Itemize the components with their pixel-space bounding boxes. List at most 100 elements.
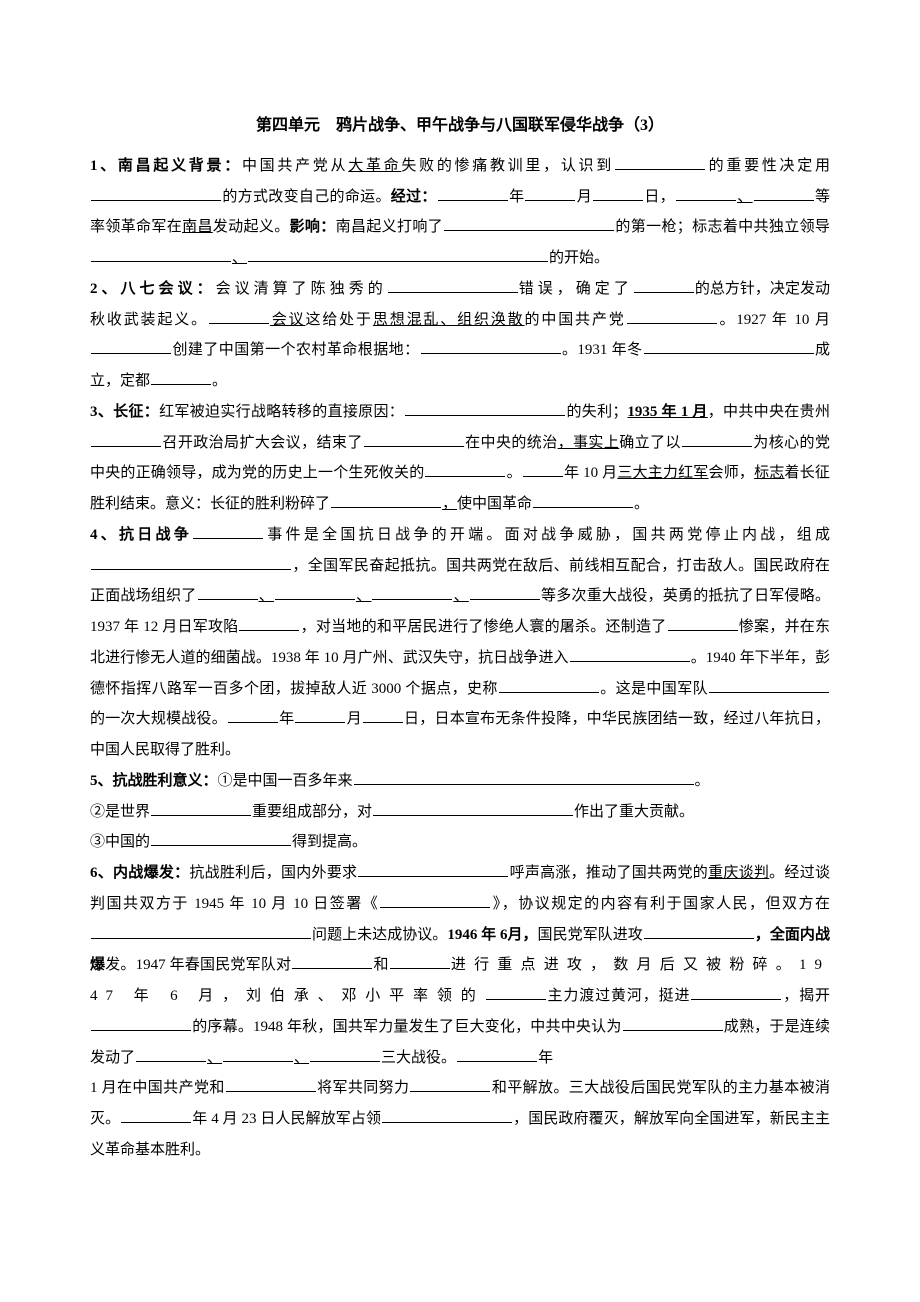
p6-t15: 1 月在中国共产党和 <box>90 1080 225 1096</box>
p3-t3: ，中共中央在贵州 <box>708 404 830 420</box>
p6-t1: 抗战胜利后，国内外要求 <box>189 865 357 881</box>
p3-t13: 。 <box>634 496 649 512</box>
blank <box>709 677 829 693</box>
p4-y: 年 <box>279 711 294 727</box>
p5-t5: 作出了重大贡献。 <box>574 804 694 820</box>
blank <box>523 461 563 477</box>
blank <box>193 523 263 539</box>
p2-u1: 会议 <box>270 312 306 328</box>
blank <box>223 1046 293 1062</box>
blank <box>754 185 814 201</box>
blank <box>358 861 508 877</box>
p1-t1: 中国共产党从 <box>242 158 348 174</box>
blank <box>644 923 754 939</box>
blank <box>354 769 694 785</box>
blank <box>457 1046 537 1062</box>
p4-t4: ，对当地的和平居民进行了惨绝人寰的屠杀。还制造了 <box>300 619 666 635</box>
blank <box>691 984 781 1000</box>
p2-t2: 错误，确定了 <box>519 281 633 297</box>
p4-d3: 、 <box>453 588 468 604</box>
p5-t2: 。 <box>695 773 710 789</box>
blank <box>525 185 575 201</box>
p4-t1: 事件是全国抗日战争的开端。面对战争威胁，国共两党停止内战，组成 <box>264 527 830 543</box>
p3-u2: ，事实上 <box>558 435 620 451</box>
blank <box>533 492 633 508</box>
blank <box>615 154 705 170</box>
blank <box>91 185 221 201</box>
blank <box>151 800 251 816</box>
p5-t4: 重要组成部分，对 <box>252 804 372 820</box>
p2-t1: 会议清算了陈独秀的 <box>216 281 387 297</box>
blank <box>239 615 299 631</box>
p4-d1: 、 <box>259 588 274 604</box>
blank <box>382 1107 512 1123</box>
section-4: 4、抗日战争事件是全国抗日战争的开端。面对战争威胁，国共两党停止内战，组成，全国… <box>90 520 830 766</box>
p2-t5: 的中国共产党 <box>525 312 626 328</box>
blank <box>425 461 505 477</box>
blank <box>373 800 573 816</box>
p2-t4: 这给处于 <box>305 312 372 328</box>
p3-t6: 确立了以 <box>619 435 681 451</box>
blank <box>410 1076 490 1092</box>
p1-dot2: 、 <box>232 250 247 266</box>
p6-b1: 1946 年 6月， <box>447 927 537 943</box>
p5-lead: 5、抗战胜利意义： <box>90 773 218 789</box>
p2-t7: 创建了中国第一个农村革命根据地： <box>172 342 420 358</box>
p1-d: 日， <box>644 189 675 205</box>
p6-d1: 、 <box>207 1050 222 1066</box>
p6-t13: 三大战役。 <box>381 1050 456 1066</box>
p4-d2: 、 <box>356 588 371 604</box>
blank <box>405 400 565 416</box>
blank <box>209 308 269 324</box>
p6-t5: 问题上未达成协议。 <box>312 927 447 943</box>
p3-u5: ， <box>442 496 457 512</box>
p3-u3: 三大主力红军 <box>617 465 708 481</box>
section-6b: 1 月在中国共产党和将军共同努力和平解放。三大战役后国民党军队的主力基本被消灭。… <box>90 1073 830 1165</box>
p5-t6: ③中国的 <box>90 834 150 850</box>
p6-t18: 年 4 月 23 日人民解放军占领 <box>192 1111 381 1127</box>
document-page: 第四单元 鸦片战争、甲午战争与八国联军侵华战争（3） 1、南昌起义背景：中国共产… <box>0 0 920 1226</box>
blank <box>91 246 231 262</box>
p1-t7: 南昌起义打响了 <box>336 219 443 235</box>
p1-lead: 1、南昌起义背景： <box>90 158 242 174</box>
p1-m: 月 <box>576 189 592 205</box>
section-1: 1、南昌起义背景：中国共产党从大革命失败的惨痛教训里，认识到的重要性决定用的方式… <box>90 151 830 274</box>
blank <box>623 1015 723 1031</box>
p6-t11: 的序幕。1948 年秋，国共军力量发生了巨大变化，中共中央认为 <box>192 1019 622 1035</box>
p2-t6: 。1927 年 10 月 <box>718 312 830 328</box>
blank <box>593 185 643 201</box>
blank <box>198 584 258 600</box>
p1-lead2: 经过： <box>391 189 437 205</box>
p3-lead: 3、长征： <box>90 404 159 420</box>
p3-t12: 使中国革命 <box>457 496 532 512</box>
blank <box>364 431 464 447</box>
p2-t8: 。1931 年冬 <box>562 342 643 358</box>
blank <box>444 215 614 231</box>
p3-t10: 会师， <box>709 465 755 481</box>
blank <box>226 1076 316 1092</box>
p1-t6: 发动起义。 <box>213 219 290 235</box>
p6-d2: 、 <box>294 1050 309 1066</box>
p6-t8: 和 <box>373 957 388 973</box>
p1-t8: 的第一枪；标志着中共独立领导 <box>615 219 830 235</box>
blank <box>668 615 738 631</box>
blank <box>380 892 490 908</box>
p3-t1: 红军被迫实行战略转移的直接原因： <box>159 404 404 420</box>
blank <box>499 677 599 693</box>
p4-t7: 。这是中国军队 <box>600 681 708 697</box>
blank <box>91 554 291 570</box>
blank <box>470 584 540 600</box>
section-6: 6、内战爆发：抗战胜利后，国内外要求呼声高涨，推动了国共两党的重庆谈判。经过谈判… <box>90 858 830 1073</box>
p2-t10: 。 <box>212 373 227 389</box>
p1-u1: 大革命 <box>348 158 401 174</box>
p1-t4: 的方式改变自己的命运。 <box>222 189 391 205</box>
p6-t2: 呼声高涨，推动了国共两党的 <box>509 865 708 881</box>
section-2: 2、八七会议：会议清算了陈独秀的错误，确定了的总方针，决定发动秋收武装起义。会议… <box>90 274 830 397</box>
blank <box>295 707 345 723</box>
blank <box>438 185 508 201</box>
p1-t3: 的重要性决定用 <box>706 158 830 174</box>
blank <box>310 1046 380 1062</box>
p3-t8: 。 <box>506 465 521 481</box>
unit-title: 第四单元 鸦片战争、甲午战争与八国联军侵华战争（3） <box>90 110 830 143</box>
p6-t9: 主力渡过黄河，挺进 <box>547 988 691 1004</box>
